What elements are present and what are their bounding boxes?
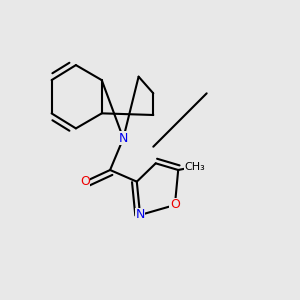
Text: O: O [80,175,90,188]
Text: O: O [170,199,180,212]
Text: N: N [135,208,145,221]
Text: CH₃: CH₃ [184,162,206,172]
Text: N: N [118,132,128,145]
